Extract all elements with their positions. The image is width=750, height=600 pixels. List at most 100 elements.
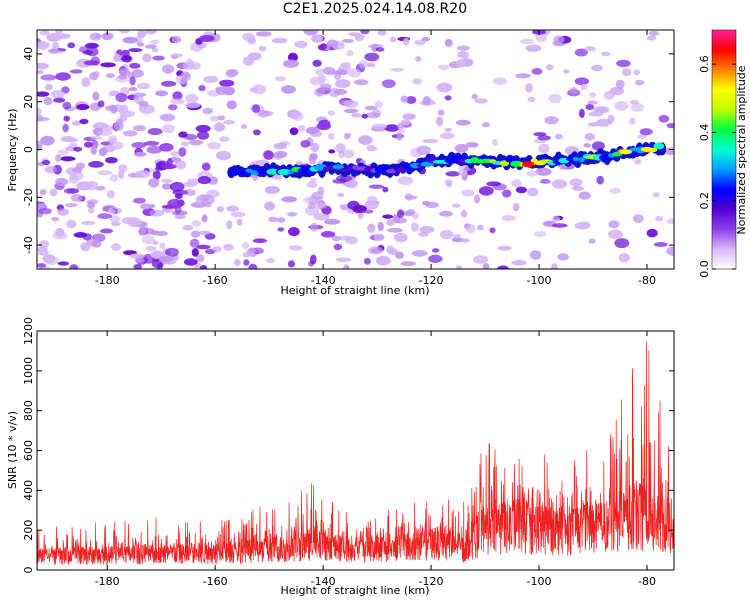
noise-blob xyxy=(416,145,431,156)
band-core xyxy=(510,160,523,167)
noise-blob xyxy=(69,264,79,269)
noise-blob xyxy=(319,83,332,92)
noise-blob xyxy=(39,30,50,36)
noise-blob xyxy=(666,123,674,129)
noise-blob xyxy=(84,141,93,148)
noise-blob xyxy=(471,93,478,100)
noise-blob xyxy=(502,189,512,198)
noise-blob xyxy=(389,248,398,256)
noise-blob xyxy=(242,242,249,250)
noise-blob xyxy=(44,165,58,174)
noise-blob xyxy=(291,111,304,121)
noise-blob xyxy=(486,181,501,187)
noise-blob xyxy=(127,217,142,228)
noise-blob xyxy=(300,140,311,148)
noise-blob xyxy=(320,231,336,238)
noise-blob xyxy=(134,35,143,45)
noise-blob xyxy=(411,250,428,257)
band-core xyxy=(332,164,344,170)
noise-blob xyxy=(378,258,392,265)
noise-blob xyxy=(198,230,211,235)
noise-blob xyxy=(37,42,49,51)
noise-blob xyxy=(263,150,274,160)
noise-blob xyxy=(286,212,298,217)
noise-blob xyxy=(55,33,69,40)
noise-blob xyxy=(242,252,250,258)
noise-blob xyxy=(618,253,630,263)
band-core xyxy=(450,155,464,161)
noise-blob xyxy=(44,83,53,91)
noise-blob xyxy=(53,97,66,103)
noise-blob xyxy=(658,114,670,123)
noise-blob xyxy=(161,163,177,170)
noise-blob xyxy=(457,169,468,176)
noise-blob xyxy=(252,104,260,113)
noise-blob xyxy=(281,196,297,203)
snr-x-ticks: -180 -160 -140 -120 -100 -80 xyxy=(95,331,656,588)
noise-blob xyxy=(404,195,418,200)
noise-blob xyxy=(271,174,283,180)
snr-y-label: SNR (10 * v/v) xyxy=(6,411,19,489)
noise-blob xyxy=(482,263,490,269)
noise-blob xyxy=(76,104,90,110)
noise-blob xyxy=(348,32,361,37)
noise-blob xyxy=(140,203,151,210)
colorbar-label: Normalized spectral amplitude xyxy=(735,65,748,234)
noise-blob xyxy=(37,69,44,75)
noise-blob xyxy=(601,51,611,57)
band-core xyxy=(339,168,350,172)
noise-blob xyxy=(189,238,200,248)
noise-blob xyxy=(445,171,461,177)
noise-blob xyxy=(414,39,426,46)
noise-blob xyxy=(249,248,256,254)
noise-blob xyxy=(161,64,175,74)
noise-blob xyxy=(37,62,49,70)
noise-blob xyxy=(444,127,452,132)
noise-blob xyxy=(540,178,551,184)
noise-blob xyxy=(361,113,369,119)
noise-blob xyxy=(365,112,381,119)
noise-blob xyxy=(75,162,86,170)
noise-blob xyxy=(465,223,476,234)
noise-blob xyxy=(386,219,395,226)
noise-blob xyxy=(364,105,378,111)
noise-blob xyxy=(648,31,660,36)
snr-panel: -180 -160 -140 -120 -100 -80 0 200 400 600 800 100… xyxy=(6,317,675,597)
noise-blob xyxy=(178,131,188,138)
noise-blob xyxy=(129,76,136,86)
noise-blob xyxy=(393,232,408,243)
noise-blob xyxy=(373,233,385,241)
noise-blob xyxy=(160,178,173,183)
noise-blob xyxy=(455,264,463,269)
noise-blob xyxy=(554,133,563,140)
noise-blob xyxy=(151,47,159,53)
noise-blob xyxy=(106,190,115,199)
noise-blob xyxy=(343,264,350,269)
noise-blob xyxy=(159,242,166,250)
band-core xyxy=(287,169,294,174)
noise-blob xyxy=(337,192,345,197)
noise-blob xyxy=(525,44,542,52)
band-core xyxy=(228,170,235,176)
noise-blob xyxy=(288,227,300,237)
noise-blob xyxy=(150,39,160,45)
noise-blob xyxy=(303,30,318,36)
noise-blob xyxy=(214,122,225,132)
noise-blob xyxy=(473,194,481,204)
noise-blob xyxy=(132,125,147,132)
noise-blob xyxy=(314,202,328,209)
noise-blob xyxy=(201,162,211,171)
x-tick-label: -80 xyxy=(638,274,656,287)
noise-blob xyxy=(551,263,558,269)
noise-blob xyxy=(57,261,70,266)
noise-blob xyxy=(144,44,157,49)
noise-blob xyxy=(322,66,336,75)
noise-blob xyxy=(40,135,55,146)
noise-blob xyxy=(327,110,335,116)
noise-blob xyxy=(473,255,488,264)
noise-blob xyxy=(89,32,102,41)
noise-blob xyxy=(655,216,664,222)
noise-blob xyxy=(169,181,185,192)
noise-blob xyxy=(306,181,318,188)
noise-blob xyxy=(86,238,99,247)
